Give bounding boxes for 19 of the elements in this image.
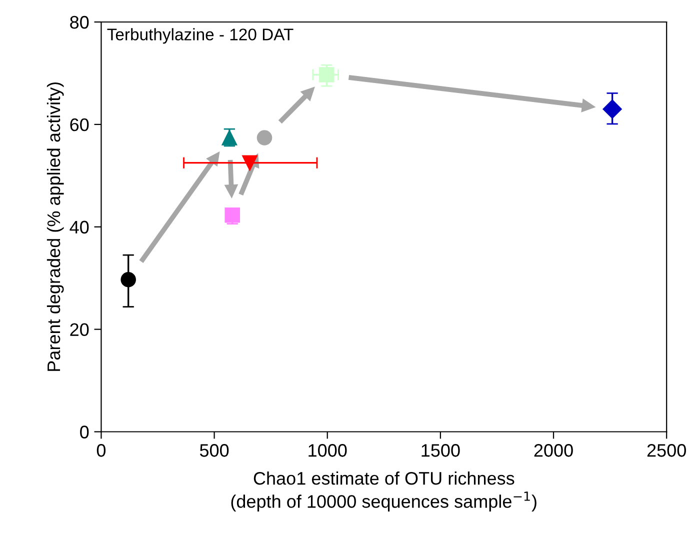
point (602, 100, 622, 119)
x-tick-label: 1500 (422, 444, 460, 457)
x-tick-label: 2000 (534, 444, 573, 457)
annotation: Terbuthylazine - 120 DAT (107, 28, 294, 44)
point (120, 272, 136, 288)
x-tick-label: 0 (96, 444, 106, 457)
x-tick-label: 1000 (308, 444, 347, 457)
y-tick-label: 80 (70, 16, 89, 29)
x-tick-label: 500 (200, 444, 229, 457)
y-tick-label: 40 (70, 220, 89, 234)
point (319, 67, 334, 82)
y-axis-title: Parent degraded (% applied activity) (46, 82, 64, 371)
point (256, 130, 272, 146)
y-tick-label: 60 (70, 118, 89, 132)
x-tick-label: 2500 (647, 444, 686, 457)
y-tick-label: 20 (70, 323, 89, 336)
y-tick-label: 0 (80, 426, 89, 438)
point (242, 155, 258, 170)
x-axis-title: Chao1 estimate of OTU richness (depth of 10000 sequences sample$^{−1}$) (231, 472, 536, 512)
